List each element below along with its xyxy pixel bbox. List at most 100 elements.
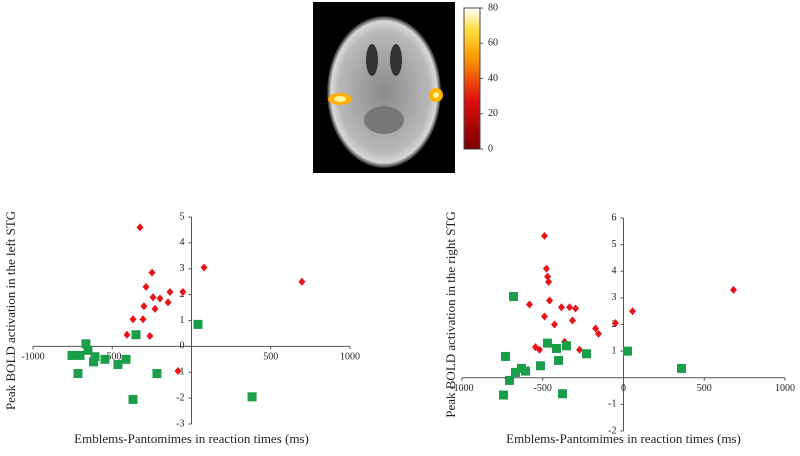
y-tick-label: 4	[612, 266, 617, 277]
y-tick-label: 1	[180, 315, 185, 326]
point	[611, 319, 619, 328]
y-tick-label: 3	[180, 263, 185, 274]
point	[149, 293, 157, 302]
point	[546, 296, 554, 305]
x-axis-title: Emblems-Pantomimes in reaction times (ms…	[506, 431, 741, 446]
point	[557, 303, 565, 312]
point	[500, 351, 510, 361]
point	[541, 231, 549, 240]
x-tick-label: 500	[697, 383, 712, 394]
point	[541, 312, 549, 321]
point	[499, 390, 509, 400]
x-tick-label: 1000	[775, 383, 795, 394]
point	[164, 298, 172, 307]
point	[81, 339, 91, 349]
point	[200, 263, 208, 272]
point	[594, 329, 602, 338]
point	[100, 354, 110, 364]
point	[582, 349, 592, 359]
y-tick-label: -1	[608, 399, 616, 410]
point	[542, 338, 552, 348]
point	[566, 303, 574, 312]
y-tick-label: 3	[612, 292, 617, 303]
point	[113, 359, 123, 369]
point	[73, 369, 83, 379]
point	[572, 304, 580, 313]
point	[510, 367, 520, 377]
y-tick-label: 6	[612, 212, 617, 223]
point	[623, 346, 633, 356]
point	[561, 341, 571, 351]
point	[526, 300, 534, 309]
y-tick-label: 0	[180, 341, 185, 352]
colorbar-tick-label: 0	[488, 143, 493, 154]
y-tick-label: 1	[612, 345, 617, 356]
point	[129, 315, 137, 324]
point	[520, 366, 530, 376]
point	[542, 264, 550, 273]
y-tick-label: -2	[608, 425, 616, 436]
point	[123, 330, 131, 339]
point	[568, 316, 576, 325]
point	[576, 345, 584, 354]
point	[131, 330, 141, 340]
point	[551, 343, 561, 353]
point	[139, 315, 147, 324]
point	[174, 366, 182, 375]
brain-image	[313, 2, 455, 173]
point	[557, 389, 567, 399]
x-tick-label: -1000	[450, 383, 473, 394]
x-tick-label: 0	[621, 383, 626, 394]
point	[142, 282, 150, 291]
colorbar	[463, 7, 481, 150]
y-axis-title: Peak BOLD activation in the right STG	[443, 211, 458, 418]
point	[156, 294, 164, 303]
point	[75, 350, 85, 360]
x-tick-label: -500	[534, 383, 552, 394]
y-tick-label: -2	[176, 392, 184, 403]
point	[148, 268, 156, 277]
point	[121, 354, 131, 364]
point	[151, 304, 159, 313]
point	[193, 319, 203, 329]
point	[152, 369, 162, 379]
colorbar-tick-label: 20	[488, 108, 498, 119]
point	[509, 292, 519, 302]
point	[729, 285, 737, 294]
point	[545, 277, 553, 286]
point	[136, 223, 144, 232]
y-tick-label: -3	[176, 418, 184, 429]
colorbar-tick-label: 80	[488, 2, 498, 13]
point	[554, 355, 564, 365]
y-tick-label: 5	[180, 211, 185, 222]
point	[551, 320, 559, 329]
y-tick-label: 4	[180, 237, 185, 248]
point	[83, 345, 93, 355]
point	[535, 361, 545, 371]
point	[544, 272, 552, 281]
point	[247, 392, 257, 402]
x-tick-label: -1000	[21, 352, 44, 363]
point	[140, 302, 148, 311]
point	[504, 375, 514, 385]
point	[536, 345, 544, 354]
y-axis-title: Peak BOLD activation in the left STG	[3, 211, 18, 410]
point	[146, 332, 154, 341]
y-tick-label: 5	[612, 239, 617, 250]
point	[676, 363, 686, 373]
colorbar-tick-label: 40	[488, 73, 498, 84]
point	[629, 307, 637, 316]
point	[90, 352, 100, 362]
point	[89, 357, 99, 367]
x-axis-title: Emblems-Pantomimes in reaction times (ms…	[74, 431, 309, 446]
x-tick-label: 500	[263, 352, 278, 363]
x-tick-label: 1000	[340, 352, 360, 363]
point	[67, 350, 77, 360]
point	[298, 277, 306, 286]
point	[166, 288, 174, 297]
colorbar-tick-label: 60	[488, 38, 498, 49]
point	[592, 324, 600, 333]
point	[179, 288, 187, 297]
x-tick-label: -500	[103, 352, 121, 363]
